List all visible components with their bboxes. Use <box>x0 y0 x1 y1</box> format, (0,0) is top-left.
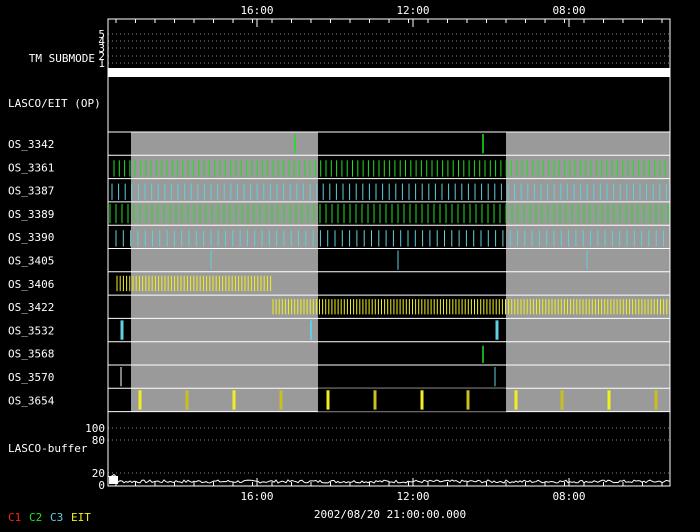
gray-band <box>506 365 670 389</box>
row-label: OS_3406 <box>8 278 54 291</box>
buffer-tick-label: 0 <box>98 479 105 492</box>
data-marks <box>107 68 671 484</box>
tm-level-label: 4 <box>98 35 105 48</box>
gray-band <box>506 341 670 365</box>
gray-band <box>506 155 670 179</box>
row-label: OS_3389 <box>8 208 54 221</box>
row-label: OS_3570 <box>8 371 54 384</box>
row-label: OS_3568 <box>8 348 54 361</box>
row-label: OS_3654 <box>8 394 55 407</box>
gray-band <box>506 388 670 412</box>
legend-entry: EIT <box>71 511 91 524</box>
gray-band <box>131 248 318 272</box>
buffer-tick-label: 20 <box>92 467 105 480</box>
tm-level-label: 3 <box>98 42 105 55</box>
gray-band <box>131 318 318 342</box>
gray-band <box>131 341 318 365</box>
row-label: OS_3532 <box>8 324 54 337</box>
row-label: OS_3387 <box>8 185 54 198</box>
gray-band <box>506 225 670 249</box>
gray-band <box>131 388 318 412</box>
gray-band <box>506 271 670 296</box>
row-label: OS_3342 <box>8 138 54 151</box>
os3654-bg <box>318 388 506 412</box>
plot-border <box>107 18 671 487</box>
legend-entry: C2 <box>29 511 42 524</box>
row-label: OS_3361 <box>8 161 54 174</box>
buffer-trace <box>107 473 671 484</box>
tm-level-label: 2 <box>98 50 105 63</box>
buffer-tick-label: 80 <box>92 434 105 447</box>
buffer-tick-label: 100 <box>85 422 105 435</box>
row-label: OS_3405 <box>8 255 54 268</box>
legend-entry: C3 <box>50 511 63 524</box>
gray-band <box>131 225 318 249</box>
gray-band <box>131 365 318 389</box>
time-tick-label-bottom: 16:00 <box>240 490 273 503</box>
row-label: OS_3422 <box>8 301 54 314</box>
gray-background-bands <box>131 132 670 412</box>
gray-band <box>506 201 670 226</box>
tm-level-label: 1 <box>98 57 105 70</box>
tm-active-bar <box>108 68 670 77</box>
section-label: LASCO/EIT (OP) <box>8 97 101 110</box>
plot-frame <box>107 18 671 487</box>
gray-band <box>131 155 318 179</box>
tm-level-label: 5 <box>98 28 105 41</box>
row-label: OS_3390 <box>8 231 54 244</box>
gray-band <box>131 132 318 156</box>
gray-band <box>131 295 318 319</box>
grid-lines <box>108 33 670 474</box>
time-tick-label-top: 12:00 <box>396 4 429 17</box>
gray-band <box>506 132 670 156</box>
gray-band <box>506 248 670 272</box>
time-tick-label-top: 16:00 <box>240 4 273 17</box>
legend-entry: C1 <box>8 511 21 524</box>
time-tick-label-top: 08:00 <box>552 4 585 17</box>
row-labels: OS_3342 OS_3361 OS_3387 OS_3389 OS_3390 OS_34… <box>8 138 55 407</box>
tm-submode-label: TM SUBMODE <box>29 52 95 65</box>
time-tick-label-bottom: 08:00 <box>552 490 585 503</box>
time-tick-label-bottom: 12:00 <box>396 490 429 503</box>
date-label: 2002/08/20 21:00:00.000 <box>314 508 466 521</box>
gray-band <box>506 178 670 202</box>
legend: C1 C2 C3 EIT <box>8 511 91 524</box>
gray-band <box>506 318 670 342</box>
buffer-label: LASCO-buffer <box>8 442 88 455</box>
buffer-spike <box>109 476 118 484</box>
